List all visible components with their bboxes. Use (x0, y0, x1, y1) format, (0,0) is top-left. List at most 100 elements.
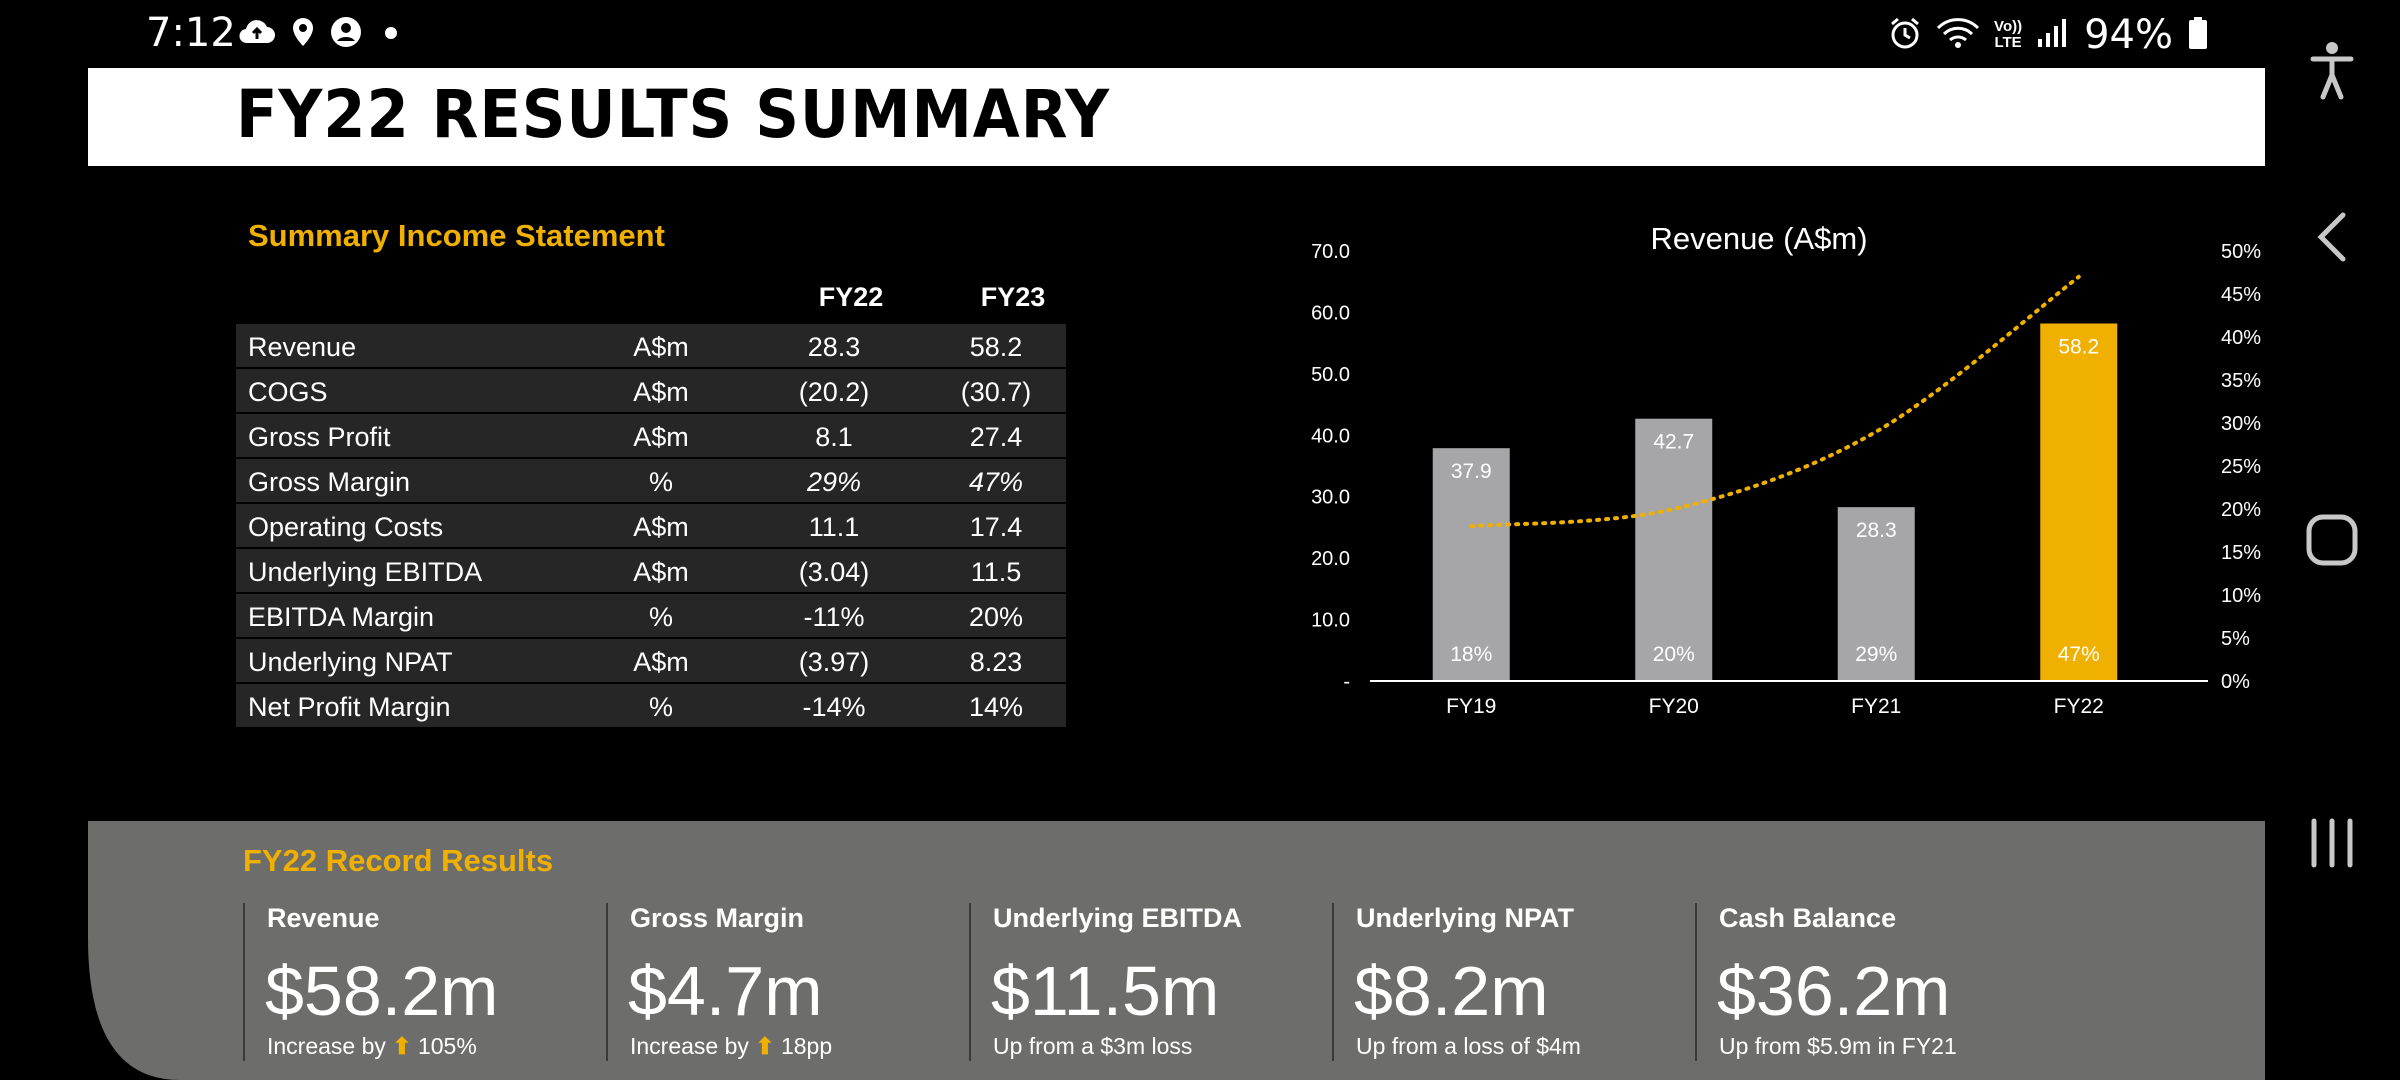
cell-unit: A$m (633, 557, 689, 587)
cell-fy22: (20.2) (798, 377, 870, 407)
bar (1635, 418, 1713, 681)
y2-tick-label: 10% (2221, 585, 2261, 607)
cell-fy23: 27.4 (969, 422, 1023, 452)
cell-label: Gross Profit (248, 422, 391, 452)
cell-unit: A$m (633, 422, 689, 452)
y2-tick-label: 5% (2221, 628, 2250, 650)
cell-fy23: 14% (968, 692, 1024, 722)
y2-tick-label: 35% (2221, 370, 2261, 392)
x-tick-label: FY22 (2054, 695, 2104, 718)
cell-fy22: (3.04) (798, 557, 870, 587)
status-icons-left (238, 16, 406, 53)
y-tick-label: 10.0 (1311, 610, 1350, 632)
kpi-label: Cash Balance (1719, 903, 1897, 933)
income-table: Revenue A$m 28.3 58.2 COGS A$m (20.2) (30.7) Gro… (236, 324, 1066, 729)
kpi-sub-prefix: Up from a loss of $4m (1356, 1033, 1581, 1059)
back-icon[interactable] (2297, 202, 2367, 272)
cell-fy23: 8.23 (969, 647, 1023, 677)
kpi-subtitle: Up from $5.9m in FY21 (1719, 1033, 1957, 1060)
battery-icon (2187, 16, 2209, 55)
y2-tick-label: 50% (2221, 241, 2261, 263)
y2-tick-label: 0% (2221, 671, 2250, 693)
recents-icon[interactable] (2297, 808, 2367, 878)
y2-tick-label: 45% (2221, 284, 2261, 306)
y-tick-label: - (1343, 671, 1350, 693)
kpi-sub-suffix: 105% (417, 1033, 477, 1059)
cell-fy22: 11.1 (808, 512, 860, 542)
kpi-subtitle: Increase by ⬆ 18pp (630, 1033, 832, 1060)
cell-fy23: (30.7) (960, 377, 1032, 407)
margin-label: 29% (1855, 643, 1897, 666)
bar (1432, 448, 1510, 681)
kpi-sub-suffix: 18pp (780, 1033, 833, 1059)
cell-unit: A$m (633, 332, 689, 362)
accessibility-icon[interactable] (2297, 36, 2367, 106)
cell-fy22: -11% (803, 602, 865, 632)
kpi-label: Underlying EBITDA (993, 903, 1243, 933)
location-icon (290, 16, 316, 53)
bar-label: 42.7 (1653, 431, 1694, 454)
y-tick-label: 40.0 (1311, 425, 1350, 447)
x-tick-label: FY21 (1851, 695, 1901, 718)
y2-tick-label: 30% (2221, 413, 2261, 435)
cell-unit: % (648, 602, 673, 632)
status-bar: 7:12 Vo)) LTE 94% (0, 0, 2265, 68)
cell-fy22: 28.3 (807, 332, 861, 362)
bar-label: 58.2 (2058, 335, 2099, 358)
volte-icon: Vo)) LTE (1994, 19, 2022, 51)
bar-label: 37.9 (1451, 460, 1492, 483)
cloud-upload-icon (238, 17, 276, 52)
kpi-sub-prefix: Up from $5.9m in FY21 (1719, 1033, 1957, 1059)
kpi-value: $11.5m (991, 952, 1220, 1030)
panel-corner (88, 938, 180, 1080)
cell-unit: A$m (633, 512, 689, 542)
cell-unit: A$m (633, 377, 689, 407)
gross-margin-line (1469, 274, 2081, 529)
kpi-value: $8.2m (1354, 952, 1549, 1030)
y-tick-label: 30.0 (1311, 487, 1350, 509)
cell-label: EBITDA Margin (248, 602, 435, 632)
cell-fy22: 29% (806, 467, 862, 497)
table-row: Gross Margin% 29% 47% (236, 459, 1066, 504)
title-bar: FY22 RESULTS SUMMARY (88, 68, 2265, 166)
cell-fy23: 47% (968, 467, 1024, 497)
col-head-fy23: FY23 (980, 282, 1046, 312)
cell-label: COGS (248, 377, 328, 407)
table-row: Net Profit Margin% -14% 14% (236, 684, 1066, 729)
dot-icon (376, 17, 406, 52)
kpi-subtitle: Up from a $3m loss (993, 1033, 1192, 1060)
cell-label: Operating Costs (248, 512, 444, 542)
table-row: Underlying EBITDA A$m (3.04) 11.5 (236, 549, 1066, 594)
revenue-chart: Revenue (A$m) - 10.0 20.0 30.0 40.0 50.0 60.0 70… (1311, 221, 2261, 866)
cell-fy23: 58.2 (969, 332, 1023, 362)
slide-title: FY22 RESULTS SUMMARY (236, 76, 1110, 153)
cell-unit: % (648, 692, 673, 722)
kpi-subtitle: Up from a loss of $4m (1356, 1033, 1581, 1060)
table-row: Revenue A$m 28.3 58.2 (236, 324, 1066, 369)
kpi-card: Underlying NPAT $8.2m Up from a loss of $4… (1332, 903, 1672, 1061)
kpi-card: Revenue $58.2m Increase by ⬆ 105% (243, 903, 583, 1061)
x-tick-label: FY20 (1649, 695, 1699, 718)
margin-label: 47% (2058, 643, 2100, 666)
bar (1837, 507, 1915, 681)
presentation-slide: FY22 RESULTS SUMMARY Summary Income Stat… (88, 68, 2265, 1080)
table-row: Operating Costs A$m 11.1 17.4 (236, 504, 1066, 549)
kpi-label: Revenue (267, 903, 380, 933)
account-icon (330, 16, 362, 53)
kpi-value: $36.2m (1717, 952, 1951, 1030)
bar-label: 28.3 (1856, 519, 1897, 542)
cell-fy23: 20% (968, 602, 1024, 632)
table-row: EBITDA Margin% -11% 20% (236, 594, 1066, 639)
alarm-icon (1888, 16, 1922, 55)
y-tick-label: 60.0 (1311, 302, 1350, 324)
cell-fy22: (3.97) (798, 647, 870, 677)
cell-label: Net Profit Margin (248, 692, 451, 722)
wifi-icon (1936, 16, 1980, 55)
table-row: Underlying NPAT A$m (3.97) 8.23 (236, 639, 1066, 684)
signal-icon (2036, 17, 2070, 54)
home-icon[interactable] (2297, 505, 2367, 575)
cell-label: Underlying NPAT (248, 647, 453, 677)
kpi-sub-prefix: Up from a $3m loss (993, 1033, 1193, 1059)
record-results-title: FY22 Record Results (243, 843, 554, 878)
y2-tick-label: 15% (2221, 542, 2261, 564)
